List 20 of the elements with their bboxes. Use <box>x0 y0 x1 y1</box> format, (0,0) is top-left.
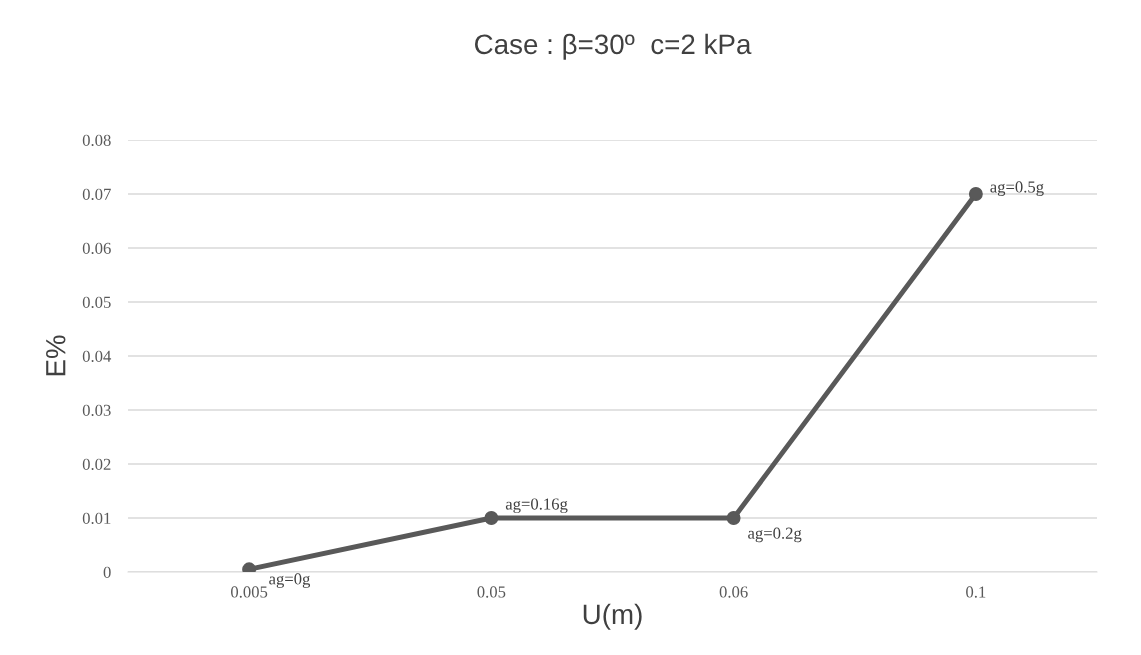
x-tick-label: 0.05 <box>477 586 506 598</box>
y-tick-label: 0 <box>103 566 111 578</box>
y-tick-label: 0.02 <box>82 458 111 471</box>
x-tick-label: 0.1 <box>966 586 986 598</box>
y-tick-label: 0.03 <box>82 404 111 417</box>
y-axis-title: E% <box>46 335 66 376</box>
x-tick-label: 0.06 <box>719 586 748 598</box>
annotation: ag=0.5g <box>990 181 1044 196</box>
chart-title: Case : β=30º c=2 kPa <box>475 33 752 60</box>
y-tick-label: 0.04 <box>82 350 112 363</box>
y-tick-label: 0.07 <box>82 188 111 201</box>
annotation: ag=0g <box>269 573 311 588</box>
x-tick-label: 0.005 <box>231 586 268 598</box>
y-tick-label: 0.06 <box>82 242 111 255</box>
annotation: ag=0.16g <box>505 498 568 514</box>
y-tick-label: 0.05 <box>82 296 111 309</box>
y-tick-label: 0.08 <box>82 134 111 147</box>
x-axis-title: U(m) <box>583 603 642 630</box>
annotation: ag=0.2g <box>748 527 802 543</box>
y-tick-label: 0.01 <box>82 512 111 525</box>
